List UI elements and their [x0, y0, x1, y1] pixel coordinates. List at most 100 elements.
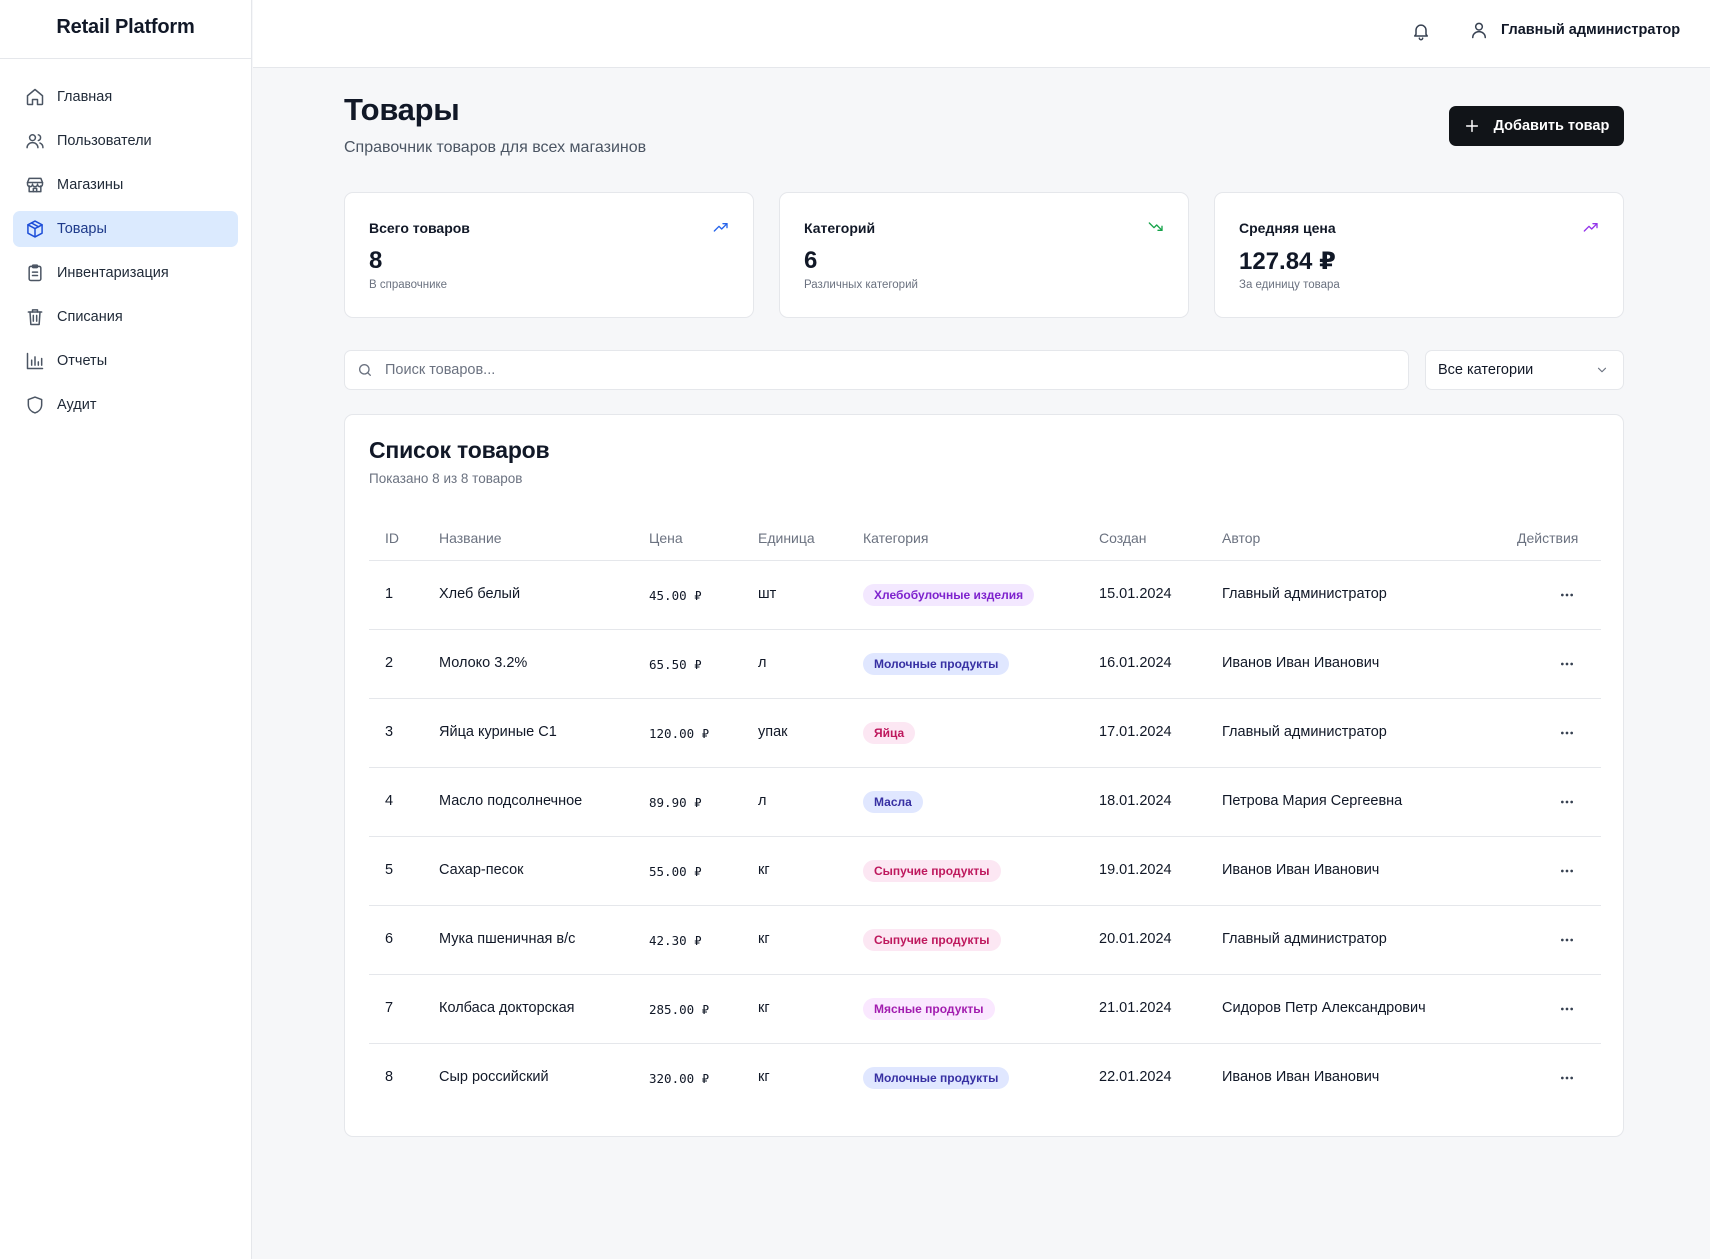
cell-price: 89.90 ₽: [649, 795, 702, 810]
more-horizontal-icon[interactable]: [1559, 725, 1575, 741]
cell-created: 18.01.2024: [1099, 793, 1172, 809]
stat-value: 127.84 ₽: [1239, 248, 1336, 275]
table-body: 1 Хлеб белый 45.00 ₽ шт Хлебобулочные издели…: [369, 561, 1601, 1113]
more-horizontal-icon[interactable]: [1559, 1001, 1575, 1017]
user-menu[interactable]: Главный администратор: [1469, 20, 1680, 40]
table-row: 6 Мука пшеничная в/с 42.30 ₽ кг Сыпучие прод…: [369, 906, 1601, 975]
cell-unit: л: [758, 655, 767, 671]
cell-name: Сахар-песок: [439, 862, 524, 878]
cell-author: Иванов Иван Иванович: [1222, 655, 1380, 671]
table-row: 4 Масло подсолнечное 89.90 ₽ л Масла 18.01.20…: [369, 768, 1601, 837]
search-input[interactable]: [385, 362, 1365, 378]
table-row: 3 Яйца куриные С1 120.00 ₽ упак Яйца 17.01.20…: [369, 699, 1601, 768]
stat-value: 8: [369, 247, 383, 274]
bar-chart-icon: [26, 352, 44, 370]
category-badge: Сыпучие продукты: [863, 860, 1001, 882]
home-icon: [26, 88, 44, 106]
more-horizontal-icon[interactable]: [1559, 587, 1575, 603]
cell-author: Главный администратор: [1222, 931, 1387, 947]
cell-id: 4: [385, 793, 394, 809]
products-table-card: Список товаров Показано 8 из 8 товаров I…: [344, 414, 1624, 1137]
app-title: Retail Platform: [0, 0, 251, 59]
cell-name: Сыр российский: [439, 1069, 549, 1085]
sidebar-item-audit[interactable]: Аудит: [13, 387, 238, 423]
search-box: [344, 350, 1409, 390]
cell-unit: кг: [758, 931, 770, 947]
bell-icon[interactable]: [1411, 21, 1431, 41]
stat-hint: Различных категорий: [804, 279, 918, 291]
more-horizontal-icon[interactable]: [1559, 932, 1575, 948]
stats-row: Всего товаров 8 В справочнике Категорий …: [344, 192, 1624, 318]
sidebar-item-writeoffs[interactable]: Списания: [13, 299, 238, 335]
stat-value: 6: [804, 247, 818, 274]
category-select-value: Все категории: [1438, 362, 1534, 378]
search-icon: [359, 364, 371, 376]
category-select[interactable]: Все категории: [1425, 350, 1624, 390]
user-name: Главный администратор: [1501, 22, 1681, 38]
table-row: 1 Хлеб белый 45.00 ₽ шт Хлебобулочные издели…: [369, 561, 1601, 630]
sidebar-item-inventory[interactable]: Инвентаризация: [13, 255, 238, 291]
cell-unit: шт: [758, 586, 777, 602]
more-horizontal-icon[interactable]: [1559, 863, 1575, 879]
category-badge: Молочные продукты: [863, 653, 1010, 675]
trash-icon: [27, 309, 43, 326]
more-horizontal-icon[interactable]: [1559, 656, 1575, 672]
sidebar-item-label: Аудит: [57, 397, 97, 413]
category-badge: Молочные продукты: [863, 1067, 1010, 1089]
column-header-name: Название: [439, 530, 502, 546]
sidebar-item-label: Списания: [57, 309, 123, 325]
table-row: 2 Молоко 3.2% 65.50 ₽ л Молочные продукты 16.…: [369, 630, 1601, 699]
sidebar-item-label: Пользователи: [57, 133, 152, 149]
cell-author: Главный администратор: [1222, 724, 1387, 740]
table-subtitle: Показано 8 из 8 товаров: [369, 471, 523, 486]
trending-up-icon: [713, 223, 728, 232]
sidebar-item-products[interactable]: Товары: [13, 211, 238, 247]
more-horizontal-icon[interactable]: [1559, 1070, 1575, 1086]
stat-label: Средняя цена: [1239, 220, 1336, 236]
cell-price: 320.00 ₽: [649, 1071, 710, 1086]
sidebar-item-reports[interactable]: Отчеты: [13, 343, 238, 379]
clipboard-icon: [28, 264, 42, 282]
category-badge: Сыпучие продукты: [863, 929, 1001, 951]
page-title: Товары: [344, 92, 460, 127]
cell-name: Молоко 3.2%: [439, 655, 528, 671]
category-badge: Яйца: [863, 722, 916, 744]
add-product-button[interactable]: Добавить товар: [1449, 106, 1624, 146]
more-horizontal-icon[interactable]: [1559, 794, 1575, 810]
cell-id: 6: [385, 931, 394, 947]
stat-label: Всего товаров: [369, 220, 470, 236]
cell-created: 17.01.2024: [1099, 724, 1172, 740]
add-product-label: Добавить товар: [1493, 118, 1610, 134]
cell-author: Иванов Иван Иванович: [1222, 1069, 1380, 1085]
stat-hint: В справочнике: [369, 279, 448, 291]
stat-label: Категорий: [804, 220, 876, 236]
package-icon: [27, 220, 43, 238]
stat-card-total: Всего товаров 8 В справочнике: [344, 192, 754, 318]
column-header-category: Категория: [863, 530, 929, 546]
table-title: Список товаров: [369, 437, 550, 463]
cell-name: Колбаса докторская: [439, 1000, 575, 1016]
plus-icon: [1465, 119, 1478, 133]
sidebar-item-home[interactable]: Главная: [13, 79, 238, 115]
cell-author: Главный администратор: [1222, 586, 1387, 602]
sidebar-item-label: Отчеты: [57, 353, 108, 369]
sidebar: Retail Platform Главная Пользователи Маг…: [0, 0, 252, 1259]
sidebar-item-users[interactable]: Пользователи: [13, 123, 238, 159]
cell-id: 2: [385, 655, 394, 671]
cell-price: 42.30 ₽: [649, 933, 702, 948]
cell-author: Иванов Иван Иванович: [1222, 862, 1380, 878]
sidebar-item-label: Магазины: [57, 177, 124, 193]
table-row: 8 Сыр российский 320.00 ₽ кг Молочные продук…: [369, 1044, 1601, 1113]
cell-price: 65.50 ₽: [649, 657, 702, 672]
cell-unit: кг: [758, 1000, 770, 1016]
sidebar-item-label: Главная: [57, 89, 113, 105]
cell-name: Мука пшеничная в/с: [439, 931, 576, 947]
cell-unit: л: [758, 793, 767, 809]
cell-created: 20.01.2024: [1099, 931, 1172, 947]
cell-created: 15.01.2024: [1099, 586, 1172, 602]
column-header-actions: Действия: [1517, 530, 1579, 546]
page-subtitle: Справочник товаров для всех магазинов: [344, 139, 647, 156]
sidebar-item-stores[interactable]: Магазины: [13, 167, 238, 203]
cell-id: 3: [385, 724, 394, 740]
cell-price: 55.00 ₽: [649, 864, 702, 879]
